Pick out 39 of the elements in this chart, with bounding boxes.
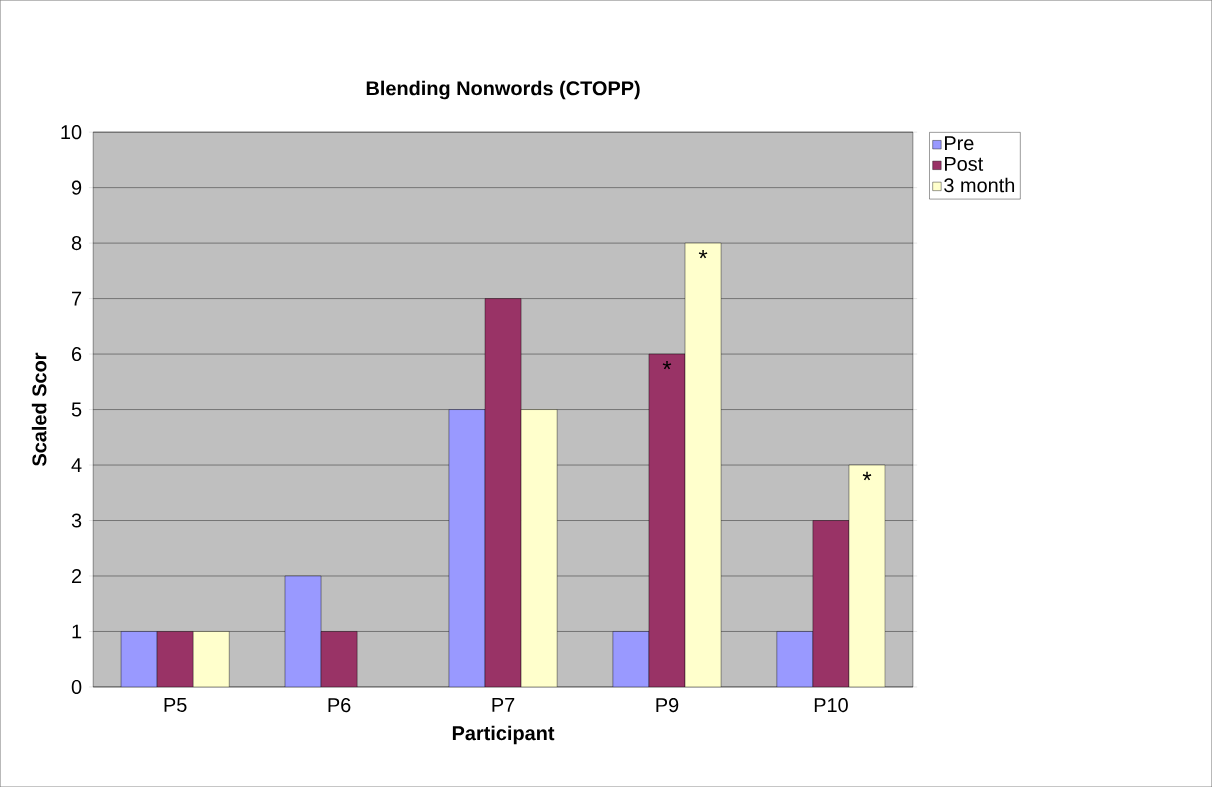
x-tick-label: P10 (814, 697, 848, 713)
bar (192, 631, 230, 687)
data-label: * (698, 249, 708, 259)
y-tick-label: 5 (71, 402, 82, 417)
bar (648, 353, 686, 687)
bar (320, 631, 358, 687)
y-tick-label: 7 (72, 291, 82, 306)
y-tick-label: 1 (72, 624, 82, 639)
legend-label: Post (945, 156, 984, 171)
bar (520, 409, 558, 687)
data-label: * (662, 360, 672, 370)
data-label: * (862, 471, 872, 481)
legend-label: 3 month (944, 177, 1015, 193)
x-axis-title: Participant (452, 725, 555, 745)
bar (612, 631, 650, 687)
chart-title: Blending Nonwords (CTOPP) (366, 80, 640, 100)
bar (848, 464, 886, 687)
y-axis-title: Scaled Scor (31, 352, 47, 466)
x-tick-label: P7 (492, 697, 515, 712)
x-tick-label: P9 (656, 697, 679, 713)
x-tick-label: P6 (328, 697, 351, 713)
y-tick-label: 0 (71, 679, 82, 694)
legend-label: Pre (945, 136, 974, 151)
bar (120, 631, 158, 687)
bar (776, 631, 814, 687)
y-tick-label: 3 (71, 513, 82, 528)
bar (156, 631, 194, 687)
x-tick-label: P5 (164, 697, 187, 712)
bar (448, 409, 486, 687)
y-tick-label: 6 (72, 346, 82, 362)
bar (812, 520, 850, 687)
y-tick-label: 2 (72, 568, 82, 583)
y-tick-label: 10 (61, 125, 82, 140)
bar (684, 242, 722, 687)
bar (484, 298, 522, 687)
bar (284, 575, 322, 687)
y-tick-label: 9 (71, 180, 82, 195)
y-tick-label: 4 (71, 458, 82, 472)
y-tick-label: 8 (71, 236, 82, 251)
